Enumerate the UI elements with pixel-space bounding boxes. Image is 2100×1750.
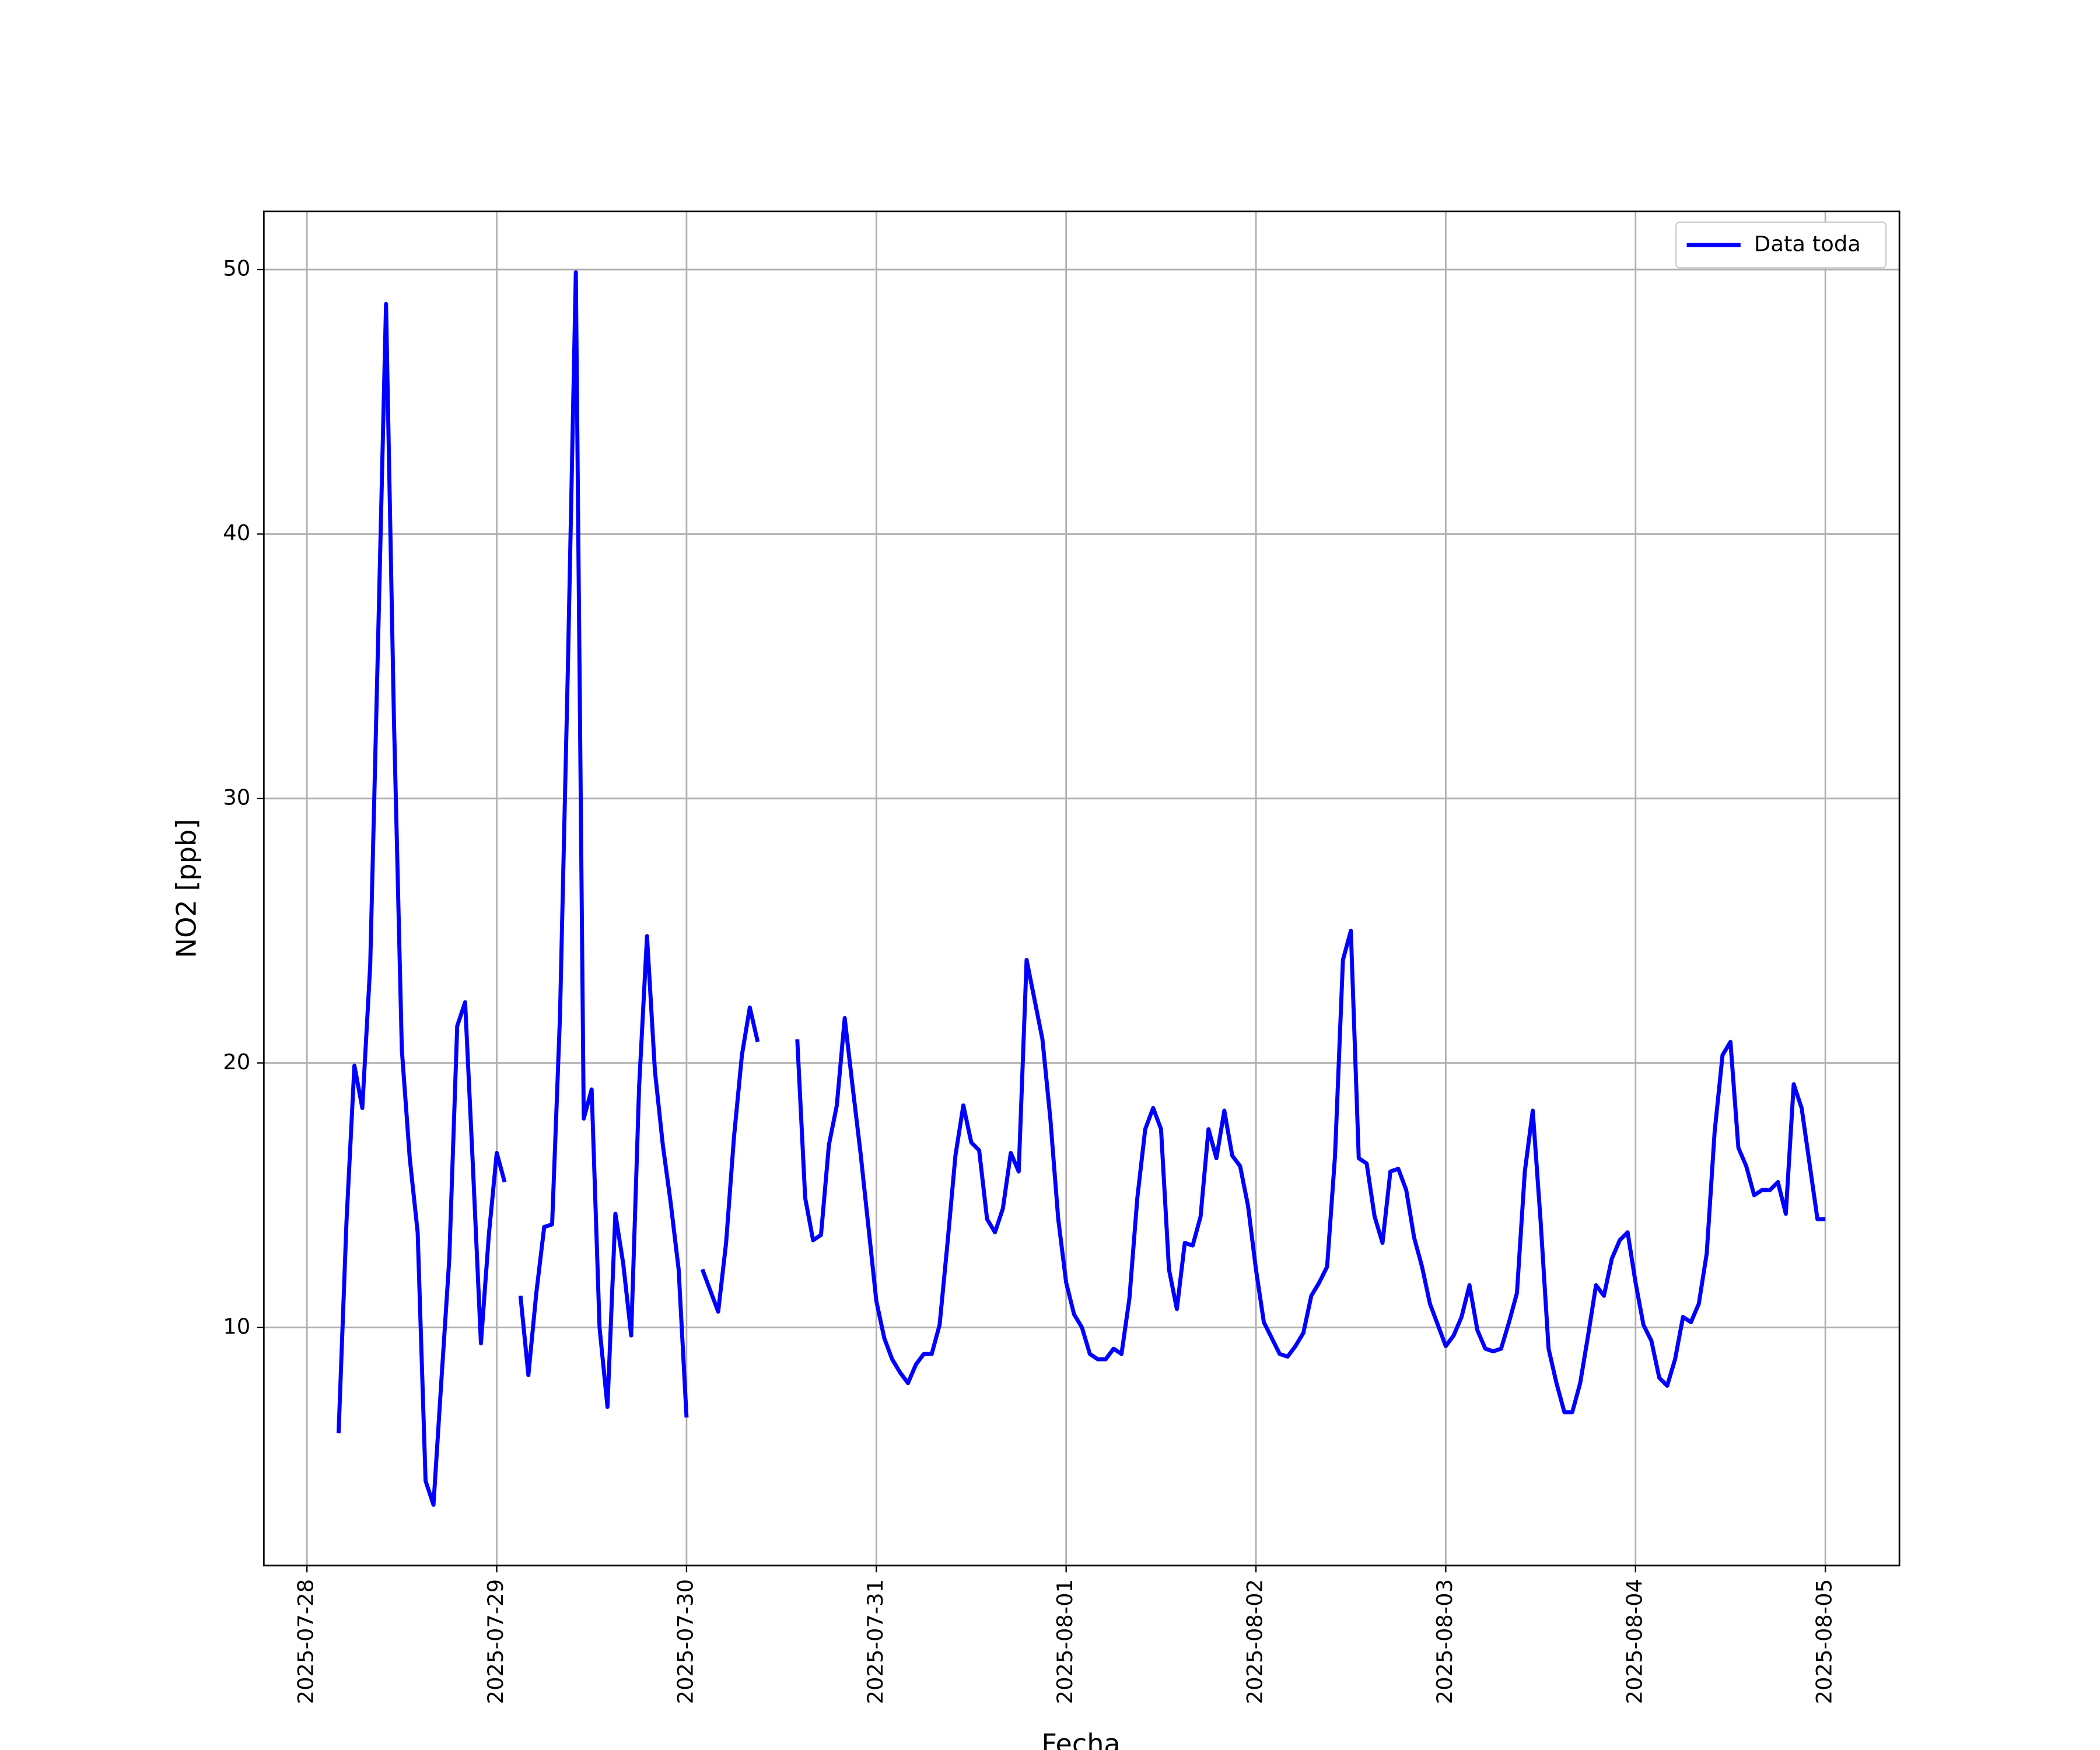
x-axis-label: Fecha — [1041, 1728, 1120, 1750]
x-tick-label: 2025-08-03 — [1432, 1579, 1457, 1704]
x-tick-label: 2025-07-29 — [483, 1579, 508, 1704]
y-axis-label: NO2 [ppb] — [171, 819, 202, 958]
x-tick-label: 2025-08-05 — [1812, 1579, 1837, 1704]
y-tick-label: 10 — [223, 1314, 250, 1339]
x-tick-label: 2025-07-28 — [293, 1579, 318, 1704]
legend-box — [1675, 221, 1887, 269]
x-tick-label: 2025-07-30 — [673, 1579, 698, 1704]
y-tick-label: 50 — [223, 256, 250, 281]
y-tick-label: 20 — [223, 1049, 250, 1074]
x-tick-label: 2025-07-31 — [863, 1579, 888, 1704]
legend-label: Data toda — [1754, 232, 1861, 257]
grid — [264, 211, 1900, 1566]
plot-area — [336, 270, 1826, 1507]
y-tick-label: 30 — [223, 785, 250, 810]
axes-frame — [262, 210, 1901, 1567]
x-tick-label: 2025-08-02 — [1242, 1579, 1268, 1704]
data-line — [336, 270, 1826, 1507]
legend: Data toda — [1675, 221, 1887, 269]
x-tick-label: 2025-08-04 — [1622, 1579, 1647, 1704]
ticks: 10 20 30 40 50 2025-07-28 2025-07-29 2025-07-30… — [223, 256, 1836, 1704]
x-tick-label: 2025-08-01 — [1052, 1579, 1077, 1704]
y-tick-label: 40 — [223, 520, 250, 545]
